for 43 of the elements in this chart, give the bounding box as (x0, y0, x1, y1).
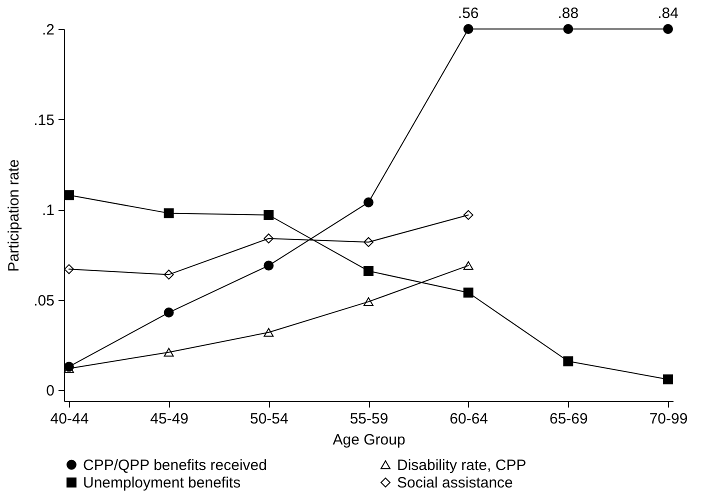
y-tick-label: .05 (34, 292, 54, 310)
point (563, 24, 574, 34)
x-tick-label: 40-44 (50, 410, 89, 428)
point (364, 197, 374, 208)
point (264, 210, 274, 220)
legend-label: Disability rate, CPP (397, 456, 526, 474)
x-tick-label: 60-64 (450, 410, 488, 428)
y-tick-label: .1 (42, 202, 54, 220)
y-tick-label: .15 (34, 112, 54, 129)
point (264, 234, 274, 244)
x-tick-label: 65-69 (549, 410, 588, 428)
point (164, 348, 174, 357)
y-tick-label: 0 (46, 382, 54, 400)
y-tick-label: .2 (42, 22, 54, 38)
point (463, 288, 474, 298)
x-tick-label: 70-99 (649, 410, 688, 428)
x-tick-label: 45-49 (150, 410, 189, 428)
point (663, 374, 673, 384)
point (264, 260, 274, 271)
x-tick-label: 50-54 (250, 410, 288, 428)
point (563, 356, 574, 366)
y-axis-title: Participation rate (6, 159, 23, 272)
point (463, 261, 474, 270)
x-axis-title: Age Group (332, 432, 406, 448)
point (364, 297, 374, 306)
point (364, 237, 374, 248)
x-tick-label: 55-59 (350, 410, 388, 428)
annotation: .88 (558, 5, 579, 22)
point (164, 208, 174, 218)
point (164, 270, 174, 280)
point (663, 24, 673, 34)
point (364, 266, 374, 276)
legend-label: Social assistance (397, 474, 513, 492)
annotation: .56 (458, 5, 479, 22)
annotation: .84 (658, 5, 678, 22)
point (463, 24, 474, 34)
point (64, 190, 74, 200)
point (463, 210, 474, 220)
point (164, 308, 174, 318)
legend-label: CPP/QPP benefits received (83, 456, 267, 474)
point (64, 264, 74, 274)
point (264, 328, 274, 337)
legend-label: Unemployment benefits (83, 474, 241, 492)
